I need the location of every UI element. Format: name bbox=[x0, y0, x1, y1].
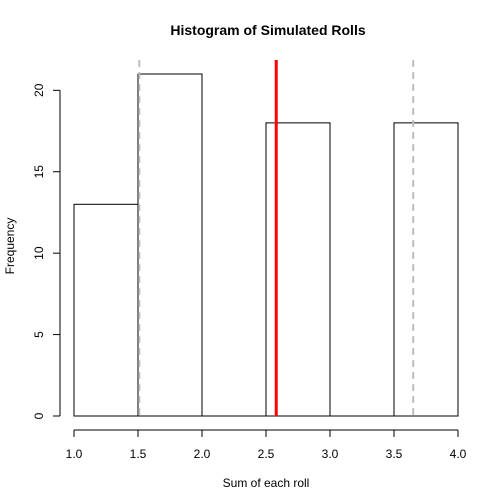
y-tick-label: 20 bbox=[32, 83, 46, 97]
y-axis-label: Frequency bbox=[3, 218, 17, 275]
x-tick-label: 3.0 bbox=[322, 447, 339, 461]
reference-lines-layer bbox=[138, 60, 415, 416]
y-tick-label: 5 bbox=[32, 331, 46, 338]
y-tick-label: 10 bbox=[32, 246, 46, 260]
x-tick-label: 4.0 bbox=[450, 447, 467, 461]
x-axis-label: Sum of each roll bbox=[223, 476, 310, 490]
x-tick-label: 2.5 bbox=[258, 447, 275, 461]
chart-title: Histogram of Simulated Rolls bbox=[170, 22, 365, 38]
y-tick-label: 0 bbox=[32, 412, 46, 419]
histogram-bar bbox=[393, 122, 459, 417]
histogram-bar bbox=[137, 73, 203, 417]
histogram-bar bbox=[73, 203, 139, 417]
x-tick-label: 3.5 bbox=[386, 447, 403, 461]
x-tick-label: 1.0 bbox=[66, 447, 83, 461]
y-axis: 0 5 10 15 20 bbox=[32, 83, 61, 419]
x-tick-label: 1.5 bbox=[130, 447, 147, 461]
x-tick-label: 2.0 bbox=[194, 447, 211, 461]
bars-layer bbox=[73, 73, 459, 417]
x-axis: 1.0 1.5 2.0 2.5 3.0 3.5 4.0 bbox=[66, 429, 467, 461]
y-tick-label: 15 bbox=[32, 165, 46, 179]
